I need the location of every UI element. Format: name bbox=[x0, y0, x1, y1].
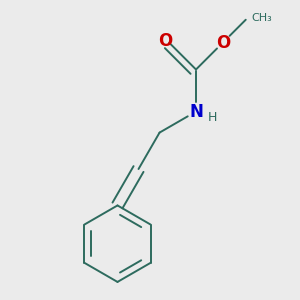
Text: O: O bbox=[158, 32, 172, 50]
Text: O: O bbox=[216, 34, 230, 52]
Text: CH₃: CH₃ bbox=[251, 13, 272, 23]
Text: N: N bbox=[189, 103, 203, 121]
Text: H: H bbox=[207, 111, 217, 124]
